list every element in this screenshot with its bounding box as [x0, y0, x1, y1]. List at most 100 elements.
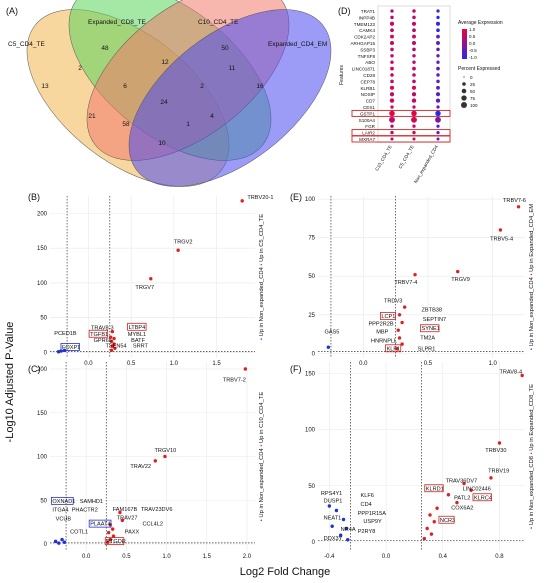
legend-size-tick: 25	[470, 82, 476, 87]
data-point	[497, 441, 502, 445]
gene-label-box	[104, 537, 125, 546]
gene-label-box	[472, 493, 492, 502]
legend-color-bar	[462, 29, 467, 59]
dotplot-dot	[411, 98, 417, 103]
x-tick-label: 0.4	[439, 554, 448, 560]
data-point	[498, 228, 503, 232]
legend-size-dot	[461, 95, 467, 101]
dotplot-feature-label: CDK2AP2	[354, 35, 375, 40]
data-point	[469, 488, 473, 492]
venn-count-C10_CD4_TE-Expanded_CD4_EM: 11	[229, 65, 236, 72]
data-point	[397, 313, 402, 317]
dotplot-category-label: C5_CD4_TE	[398, 144, 415, 169]
dotplot-dot	[389, 21, 395, 26]
dotplot-dot	[390, 15, 394, 20]
dotplot-features-title: Features	[339, 65, 345, 85]
side-label-down-text: Up in Expanded_CD8_TE	[529, 384, 535, 451]
x-tick-label: 1.5	[212, 361, 221, 367]
gene-label: TRAV22	[130, 464, 151, 470]
dotplot-dot	[435, 21, 441, 26]
data-point	[432, 520, 436, 524]
x-tick-label: 0.5	[122, 554, 131, 560]
data-point	[111, 534, 116, 538]
x-tick-label: 0.0	[84, 361, 93, 367]
dotplot-feature-label: MXRA7	[359, 137, 375, 142]
y-tick-label: 25	[308, 313, 315, 319]
gene-label: TRAV8-4	[499, 369, 522, 375]
dotplot-feature-label: SSBP3	[360, 47, 375, 52]
gene-label: PHACTR2	[72, 508, 98, 514]
gene-label: TRGV10	[155, 448, 177, 454]
gene-label-box	[88, 519, 112, 528]
gene-label: TRAV8-3	[91, 325, 114, 331]
dotplot-dot	[390, 47, 394, 52]
data-point	[109, 339, 114, 344]
dotplot-dot	[412, 34, 416, 39]
y-tick-label: 150	[37, 246, 48, 252]
legend-color-tick: 1.0	[469, 27, 476, 32]
panel-label-d: (D)	[338, 6, 351, 16]
data-point	[516, 205, 521, 209]
panel-label-b: (B)	[28, 192, 40, 202]
gene-label: TM2A	[420, 335, 435, 341]
data-point	[110, 329, 115, 334]
data-point	[326, 345, 331, 349]
dotplot-dot	[390, 28, 394, 33]
data-point	[462, 481, 466, 486]
gene-label: PPP2R2B	[368, 322, 393, 328]
data-point	[56, 350, 61, 354]
venn-label-Expanded_CD4_EM: Expanded_CD4_EM	[268, 41, 327, 48]
dotplot-feature-label: KLRB1	[360, 86, 375, 91]
volcano-side-label: • Up in Non_expanded_CD4 • Up in C10_CD4…	[259, 392, 265, 522]
dotplot-dot	[390, 9, 394, 13]
data-point	[106, 540, 110, 544]
legend-color-tick: 0.5	[469, 34, 476, 39]
dotplot-feature-label: FGR	[365, 124, 375, 129]
shared-y-axis-label: -Log10 Adjusted P-Value	[4, 321, 16, 443]
dotplot-dot	[412, 105, 416, 109]
dotplot-feature-label: TMEM123	[354, 22, 376, 27]
dotplot-highlight-box	[351, 109, 451, 117]
dotplot-dot	[411, 85, 417, 90]
panel-label-a: (A)	[6, 6, 18, 16]
volcano-side-label: • Up in Non_expanded_CD4 • Up in Expande…	[529, 204, 535, 350]
data-point	[57, 541, 61, 545]
gene-label: TRAV36DV7	[446, 478, 478, 484]
data-point	[118, 510, 122, 515]
x-tick-label: 1.5	[203, 554, 212, 560]
dotplot-feature-label: CAMK4	[359, 28, 375, 33]
x-tick-label: 2.0	[243, 554, 252, 560]
dotplot-dot	[411, 116, 417, 123]
gene-label: PCED1B	[54, 331, 77, 337]
legend-size-dot	[461, 88, 467, 94]
gene-label: NR4A	[341, 527, 356, 533]
dotplot-feature-label: TNFSF8	[358, 54, 376, 59]
side-label-bullet-up: •	[529, 451, 535, 455]
dotplot-dot	[436, 130, 440, 135]
dotplot-dot	[436, 66, 440, 71]
dotplot-dot	[436, 79, 440, 84]
dotplot-dot	[436, 85, 440, 90]
dotplot-dot	[436, 9, 440, 13]
data-point	[338, 533, 343, 537]
side-label-bullet-up: •	[259, 262, 265, 266]
gene-label: SEPTIN7	[423, 317, 446, 323]
data-point	[422, 536, 427, 541]
dotplot-feature-label: CD28	[363, 73, 375, 78]
gene-label: PAXX	[125, 530, 140, 536]
gene-label: ZBTB38	[422, 308, 443, 314]
y-tick-label: 0	[44, 350, 48, 356]
gene-label: TRGV9	[451, 277, 470, 283]
data-point	[425, 526, 429, 531]
dotplot-dot	[390, 124, 394, 128]
side-label-up-text: Up in Non_expanded_CD8	[529, 454, 535, 525]
dotplot-feature-label: INPP4B	[359, 15, 375, 20]
dotplot-dot	[436, 28, 440, 33]
gene-label: MBP	[376, 329, 388, 335]
x-tick-label: -0.4	[324, 554, 335, 560]
data-point	[111, 527, 115, 531]
volcano-panel-b: (B) 0.0 0.5 1.0 1.5 0 50 100 150 200 TRBV20-1 TRGV2…	[28, 192, 273, 367]
gene-label: TRBV19	[488, 468, 509, 474]
data-point	[62, 540, 67, 544]
